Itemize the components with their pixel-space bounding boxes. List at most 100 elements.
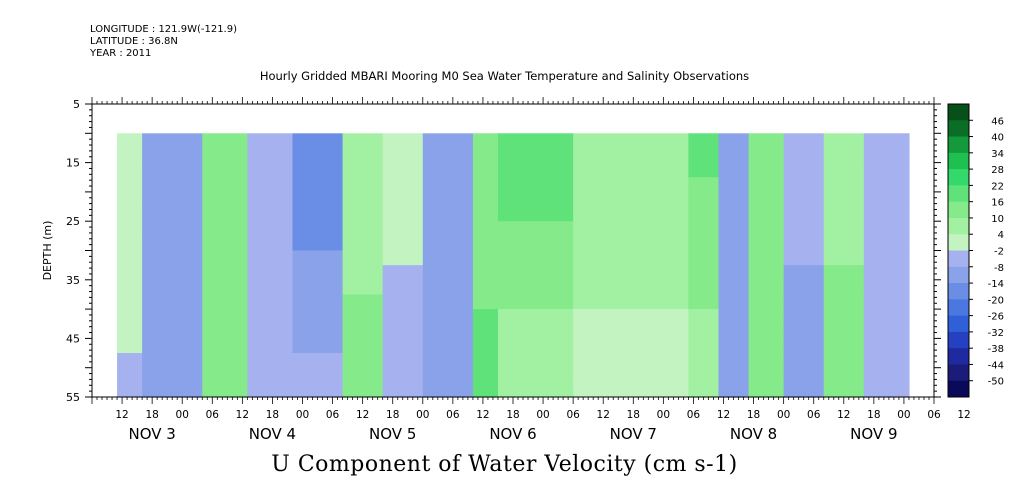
heatmap-cell-9-0 bbox=[497, 133, 574, 149]
heatmap-area bbox=[117, 133, 910, 398]
x-axis-label: U Component of Water Velocity (cm s-1) bbox=[271, 452, 738, 477]
heatmap-cell-7-13 bbox=[422, 323, 474, 339]
heatmap-cell-16-6 bbox=[863, 221, 910, 237]
heatmap-cell-11-12 bbox=[688, 309, 720, 325]
heatmap-cell-3-7 bbox=[247, 235, 294, 252]
y-axis-label: DEPTH (m) bbox=[41, 221, 54, 281]
heatmap-cell-10-2 bbox=[573, 162, 690, 178]
heatmap-cell-11-16 bbox=[688, 367, 720, 383]
heatmap-cell-0-11 bbox=[117, 294, 143, 310]
heatmap-cell-12-8 bbox=[718, 250, 750, 266]
x-axis: 12 18 00 06 12 18 00 06 12 18 00 06 12 18 00 06 12 18 00 06… bbox=[91, 97, 971, 443]
heatmap-cell-3-17 bbox=[247, 382, 294, 398]
colorbar-label: 10 bbox=[991, 214, 1004, 225]
heatmap-cell-13-14 bbox=[748, 338, 785, 354]
x-tick-label: 06 bbox=[566, 409, 580, 421]
heatmap-cell-13-5 bbox=[748, 206, 785, 222]
heatmap-cell-5-9 bbox=[342, 265, 384, 281]
colorbar-swatch bbox=[948, 217, 969, 235]
heatmap-cell-16-14 bbox=[863, 338, 910, 354]
heatmap-cell-3-12 bbox=[247, 309, 294, 325]
heatmap-cell-5-4 bbox=[342, 191, 384, 208]
heatmap-cell-7-10 bbox=[422, 279, 474, 296]
heatmap-cell-7-3 bbox=[422, 177, 474, 193]
heatmap-cell-5-16 bbox=[342, 367, 384, 383]
heatmap-cell-7-5 bbox=[422, 206, 474, 222]
heatmap-cell-0-0 bbox=[117, 133, 143, 149]
x-tick-label: 12 bbox=[356, 409, 369, 421]
heatmap-cell-15-6 bbox=[823, 221, 865, 237]
heatmap-cell-13-12 bbox=[748, 309, 785, 325]
heatmap-cell-10-14 bbox=[573, 338, 690, 354]
heatmap-cell-1-6 bbox=[142, 221, 203, 237]
heatmap-cell-6-2 bbox=[382, 162, 424, 178]
heatmap-cell-6-5 bbox=[382, 206, 424, 222]
heatmap-cell-10-10 bbox=[573, 279, 690, 296]
heatmap-cell-9-14 bbox=[497, 338, 574, 354]
y-tick-label: 45 bbox=[66, 332, 80, 345]
heatmap-cell-8-13 bbox=[472, 323, 499, 339]
heatmap-cell-10-3 bbox=[573, 177, 690, 193]
heatmap-cell-8-0 bbox=[472, 133, 499, 149]
heatmap-cell-3-8 bbox=[247, 250, 294, 266]
heatmap-cell-1-17 bbox=[142, 382, 203, 398]
colorbar-label: -38 bbox=[988, 344, 1004, 355]
heatmap-cell-14-5 bbox=[783, 206, 825, 222]
heatmap-cell-5-10 bbox=[342, 279, 384, 296]
heatmap-cell-14-2 bbox=[783, 162, 825, 178]
x-tick-label: 12 bbox=[115, 409, 128, 421]
heatmap-cell-5-11 bbox=[342, 294, 384, 310]
heatmap-cell-1-9 bbox=[142, 265, 203, 281]
heatmap-cell-0-8 bbox=[117, 250, 143, 266]
y-tick-label: 25 bbox=[66, 215, 80, 228]
heatmap-cell-1-7 bbox=[142, 235, 203, 252]
heatmap-cell-9-17 bbox=[497, 382, 574, 398]
heatmap-cell-7-2 bbox=[422, 162, 474, 178]
heatmap-cell-11-4 bbox=[688, 191, 720, 208]
heatmap-cell-7-14 bbox=[422, 338, 474, 354]
heatmap-cell-2-13 bbox=[202, 323, 248, 339]
heatmap-cell-1-14 bbox=[142, 338, 203, 354]
heatmap-cell-0-10 bbox=[117, 279, 143, 296]
x-tick-label: 12 bbox=[597, 409, 610, 421]
heatmap-cell-5-7 bbox=[342, 235, 384, 252]
heatmap-cell-4-14 bbox=[292, 338, 344, 354]
heatmap-cell-2-2 bbox=[202, 162, 248, 178]
heatmap-cell-15-15 bbox=[823, 353, 865, 369]
heatmap-cell-10-4 bbox=[573, 191, 690, 208]
heatmap-cell-3-16 bbox=[247, 367, 294, 383]
x-tick-label: 12 bbox=[837, 409, 850, 421]
heatmap-cell-8-12 bbox=[472, 309, 499, 325]
heatmap-cell-13-2 bbox=[748, 162, 785, 178]
colorbar-swatch bbox=[948, 266, 969, 284]
heatmap-cell-5-15 bbox=[342, 353, 384, 369]
colorbar-swatch bbox=[948, 234, 969, 251]
heatmap-cell-0-3 bbox=[117, 177, 143, 193]
heatmap-cell-4-7 bbox=[292, 235, 344, 252]
heatmap-cell-0-12 bbox=[117, 309, 143, 325]
heatmap-cell-12-12 bbox=[718, 309, 750, 325]
x-tick-label: 06 bbox=[687, 409, 701, 421]
heatmap-cell-9-1 bbox=[497, 147, 574, 164]
colorbar-label: -2 bbox=[994, 247, 1004, 258]
heatmap-cell-9-13 bbox=[497, 323, 574, 339]
x-tick-label: 06 bbox=[326, 409, 340, 421]
heatmap-cell-13-8 bbox=[748, 250, 785, 266]
heatmap-cell-13-3 bbox=[748, 177, 785, 193]
heatmap-cell-8-3 bbox=[472, 177, 499, 193]
heatmap-cell-14-6 bbox=[783, 221, 825, 237]
heatmap-cell-7-0 bbox=[422, 133, 474, 149]
heatmap-cell-14-15 bbox=[783, 353, 825, 369]
colorbar-label: 4 bbox=[998, 230, 1004, 241]
y-tick-label: 55 bbox=[66, 391, 80, 404]
heatmap-cell-13-15 bbox=[748, 353, 785, 369]
heatmap-cell-4-4 bbox=[292, 191, 344, 208]
heatmap-cell-0-15 bbox=[117, 353, 143, 369]
heatmap-cell-2-9 bbox=[202, 265, 248, 281]
heatmap-cell-14-4 bbox=[783, 191, 825, 208]
heatmap-cell-10-13 bbox=[573, 323, 690, 339]
x-tick-label: 06 bbox=[927, 409, 941, 421]
heatmap-cell-8-4 bbox=[472, 191, 499, 208]
colorbar-swatch bbox=[948, 299, 969, 317]
colorbar-label: -32 bbox=[988, 328, 1004, 339]
